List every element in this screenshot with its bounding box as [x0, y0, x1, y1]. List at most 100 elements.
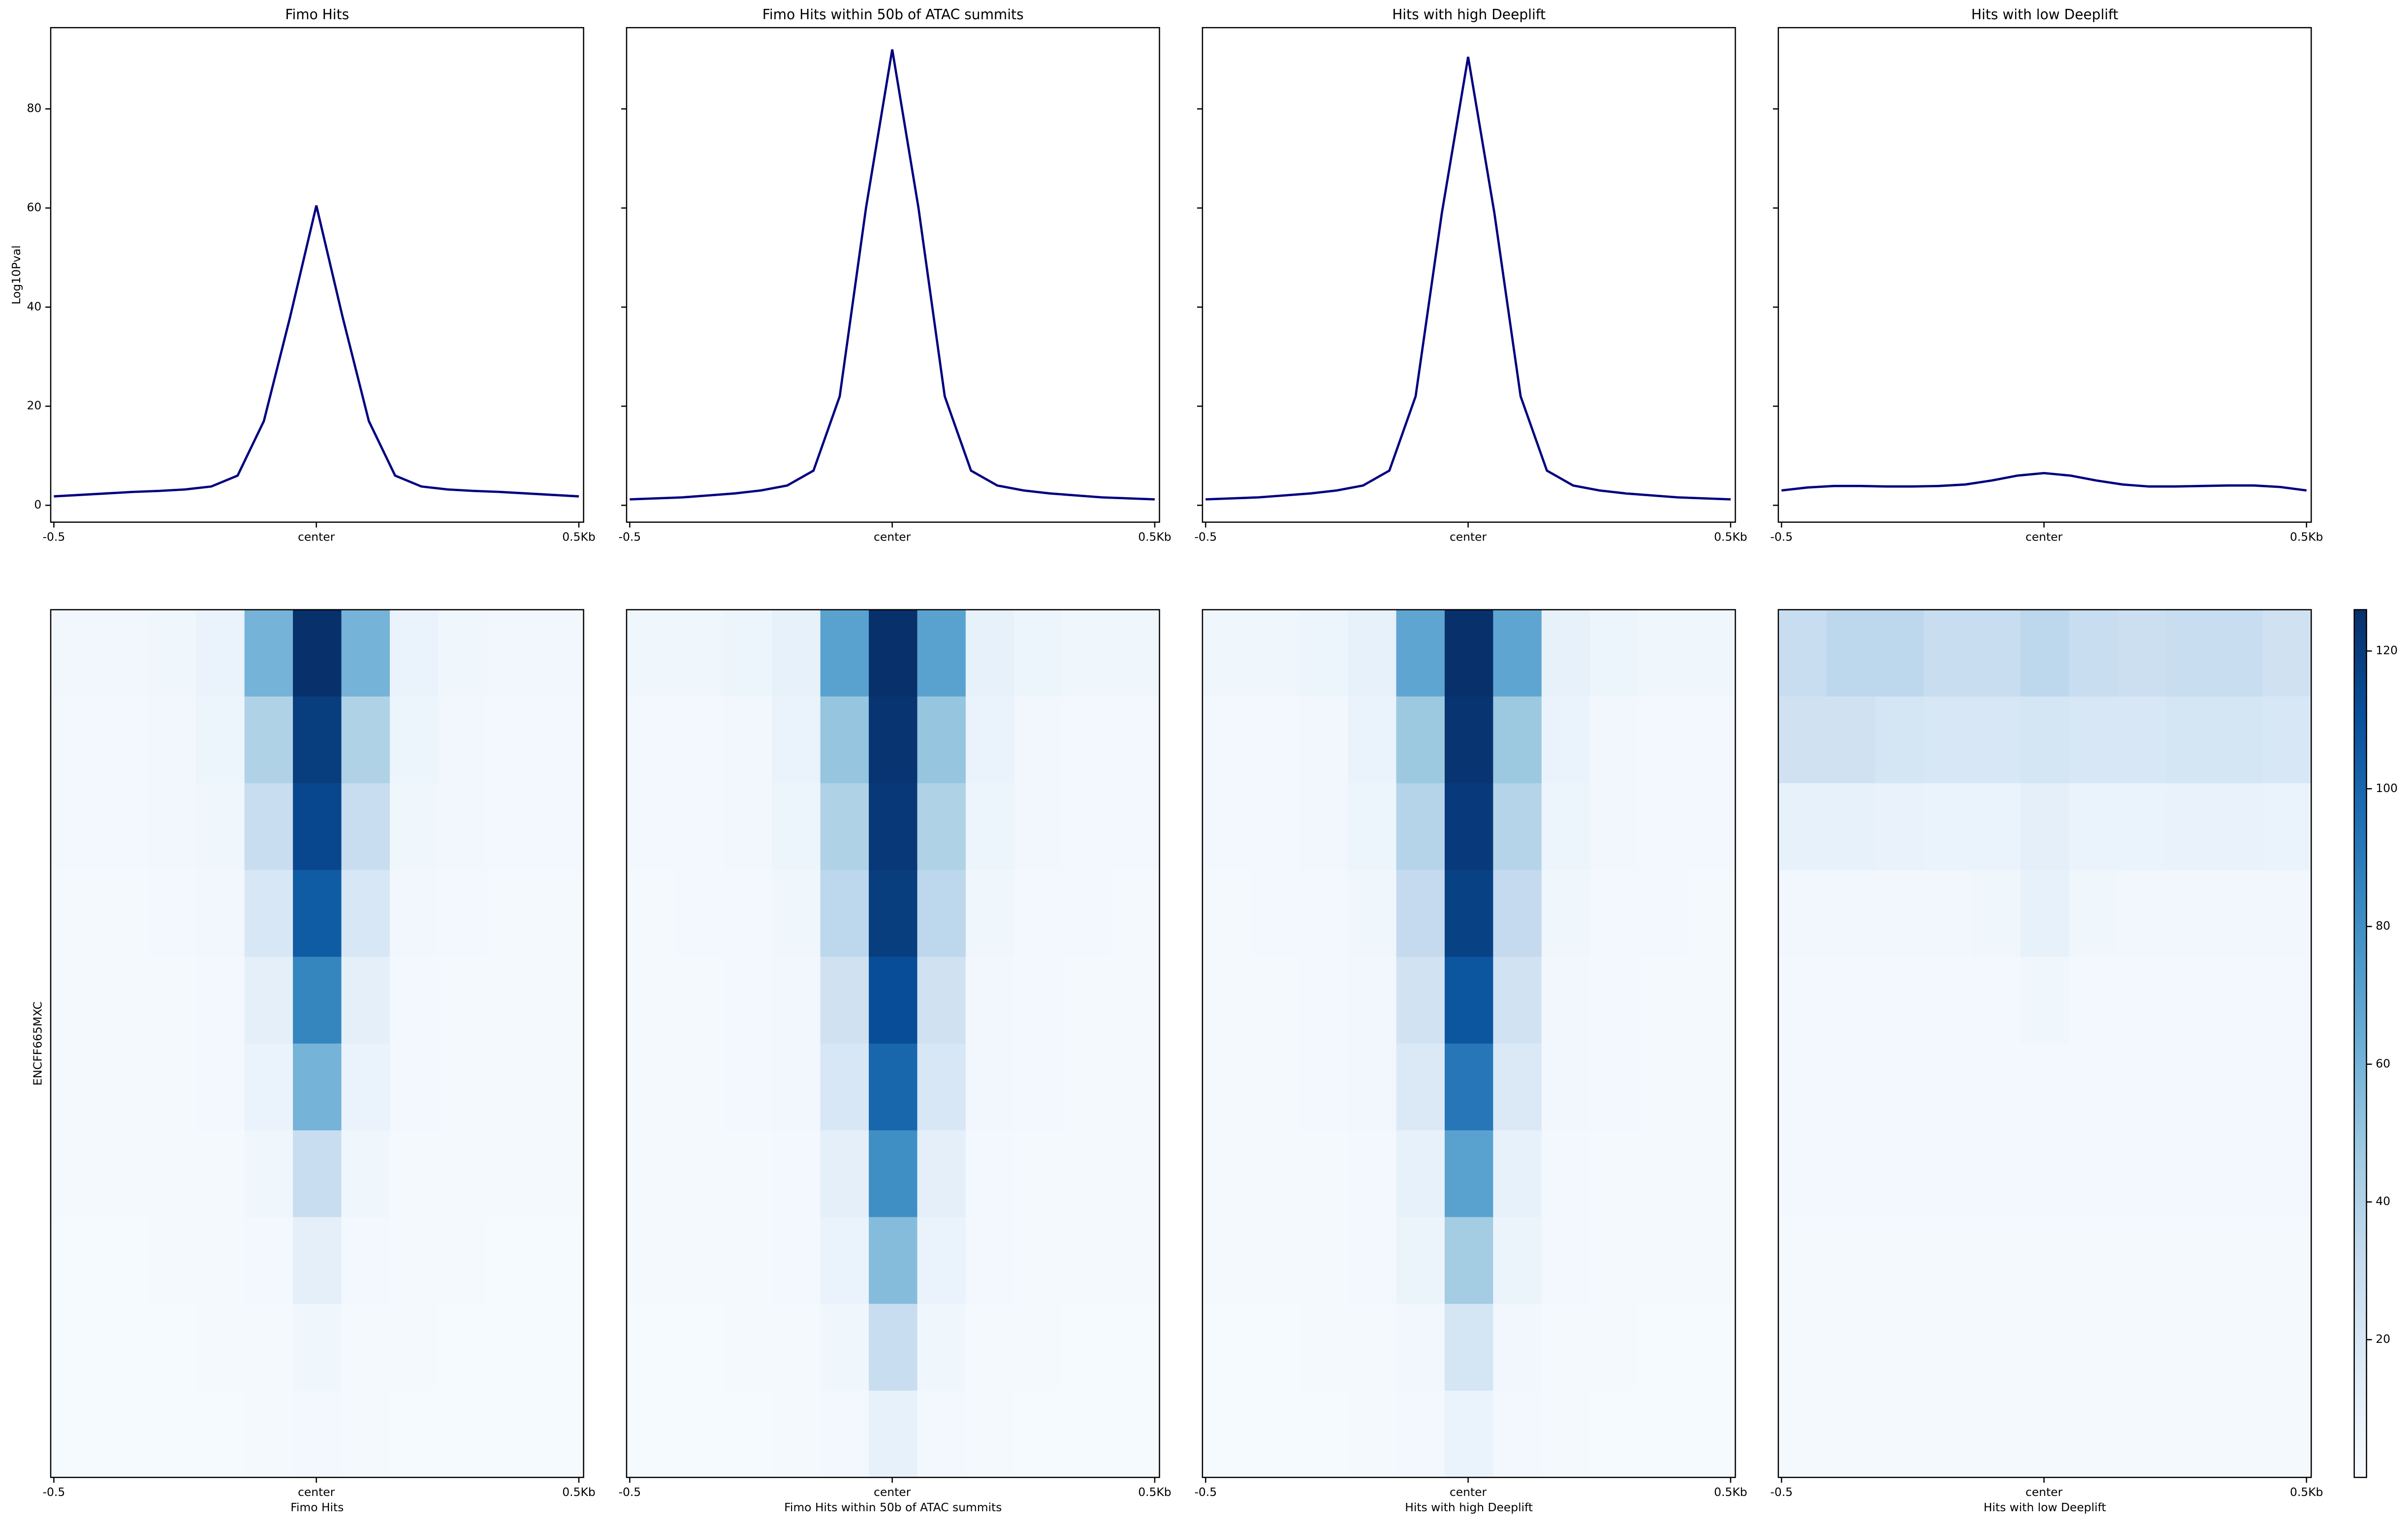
x-tick-label: center — [2026, 1485, 2063, 1499]
heatmap-cell — [1590, 1303, 1639, 1391]
heatmap-cell — [99, 1043, 148, 1131]
heatmap-cell — [2020, 1130, 2070, 1218]
heatmap-cell — [1875, 1391, 1925, 1478]
heatmap-cell — [244, 1391, 294, 1478]
heatmap-cell — [1111, 609, 1160, 697]
heatmap-cell — [2262, 609, 2312, 697]
heatmap-cell — [147, 1303, 197, 1391]
heatmap-cell — [1251, 1303, 1300, 1391]
heatmap-cell — [1251, 696, 1300, 784]
heatmap-cell — [1062, 1043, 1112, 1131]
heatmap-cell — [869, 696, 918, 784]
heatmap-cell — [1493, 1217, 1542, 1304]
heatmap-cell — [2166, 696, 2215, 784]
heatmap-cell — [196, 783, 245, 871]
heatmap-cell — [1396, 783, 1445, 871]
heatmap-cell — [1251, 870, 1300, 957]
heatmap-cell — [1111, 696, 1160, 784]
heatmap-cell — [535, 1130, 584, 1218]
heatmap-cell — [772, 1391, 821, 1478]
panel-title: Hits with low Deeplift — [1971, 6, 2119, 23]
heatmap-cell — [917, 870, 966, 957]
heatmap-cell — [965, 696, 1015, 784]
heatmap-cell — [1972, 870, 2021, 957]
heatmap-cell — [1202, 956, 1252, 1044]
x-tick-label: center — [2026, 530, 2063, 543]
heatmap-cell — [2069, 696, 2118, 784]
heatmap-cell — [389, 1217, 439, 1304]
heatmap-cell — [2069, 1043, 2118, 1131]
heatmap-cell — [341, 1043, 390, 1131]
heatmap-cell — [626, 1391, 676, 1478]
heatmap-cell — [723, 696, 773, 784]
heatmap-cell — [51, 696, 100, 784]
heatmap-cell — [1348, 956, 1397, 1044]
heatmap-cell — [99, 1130, 148, 1218]
heatmap-cell — [1778, 956, 1828, 1044]
heatmap-cell — [2069, 956, 2118, 1044]
heatmap-cell — [2069, 1217, 2118, 1304]
colorbar-tick-label: 80 — [2376, 919, 2390, 933]
heatmap-cell — [1778, 1043, 1828, 1131]
heatmap-cell — [820, 1043, 869, 1131]
heatmap-cell — [723, 1217, 773, 1304]
heatmap-cell — [965, 783, 1015, 871]
profile-line — [54, 205, 579, 498]
heatmap-cell — [1396, 870, 1445, 957]
heatmap-cell — [147, 783, 197, 871]
heatmap-cell — [965, 1130, 1015, 1218]
heatmap-cell — [1251, 609, 1300, 697]
heatmap-cell — [820, 956, 869, 1044]
heatmap-cell — [1444, 783, 1494, 871]
heatmap-cell — [1111, 783, 1160, 871]
heatmap-cell — [1875, 956, 1925, 1044]
heatmap-cell — [965, 609, 1015, 697]
y-axis-label: ENCFF665MXC — [31, 1001, 45, 1085]
heatmap-cell — [2069, 783, 2118, 871]
heatmap-cell — [1444, 1217, 1494, 1304]
heatmap-cell — [1299, 1217, 1349, 1304]
heatmap-cell — [2020, 1043, 2070, 1131]
heatmap-cell — [1875, 696, 1925, 784]
heatmap-cell — [1778, 609, 1828, 697]
heatmap-cell — [1348, 609, 1397, 697]
heatmap-cell — [486, 1217, 536, 1304]
heatmap-cell — [2117, 1043, 2167, 1131]
heatmap-cell — [1202, 1217, 1252, 1304]
heatmap-cell — [2117, 1130, 2167, 1218]
heatmap-cell — [99, 1217, 148, 1304]
heatmap-cell — [1062, 783, 1112, 871]
heatmap-cell — [244, 1217, 294, 1304]
heatmap-cell — [2214, 696, 2263, 784]
x-tick-label: 0.5Kb — [2290, 530, 2323, 543]
heatmap-cell — [820, 1217, 869, 1304]
heatmap-cell — [1062, 609, 1112, 697]
heatmap-cell — [675, 696, 724, 784]
heatmap-cell — [2117, 956, 2167, 1044]
heatmap-cell — [1299, 1043, 1349, 1131]
heatmap-cell — [293, 1391, 342, 1478]
heatmap-cell — [99, 1303, 148, 1391]
heatmap-cell — [1111, 1043, 1160, 1131]
heatmap-cell — [1972, 696, 2021, 784]
heatmap-cell — [2166, 1217, 2215, 1304]
heatmap-cell — [772, 956, 821, 1044]
heatmap-cell — [51, 1217, 100, 1304]
heatmap-cell — [2166, 1043, 2215, 1131]
heatmap-cell — [626, 609, 676, 697]
heatmap-cell — [438, 609, 487, 697]
heatmap-cell — [1062, 696, 1112, 784]
heatmap-cell — [1924, 1043, 1973, 1131]
heatmap-cell — [675, 956, 724, 1044]
heatmap-cell — [51, 783, 100, 871]
heatmap-cell — [2020, 783, 2070, 871]
heatmap-cell — [389, 1391, 439, 1478]
heatmap-cell — [1348, 1303, 1397, 1391]
heatmap-cell — [820, 870, 869, 957]
heatmap-cell — [2166, 870, 2215, 957]
heatmap-cell — [1827, 956, 1876, 1044]
heatmap-cell — [1014, 870, 1063, 957]
heatmap-cell — [341, 1217, 390, 1304]
heatmap-cell — [1444, 1130, 1494, 1218]
